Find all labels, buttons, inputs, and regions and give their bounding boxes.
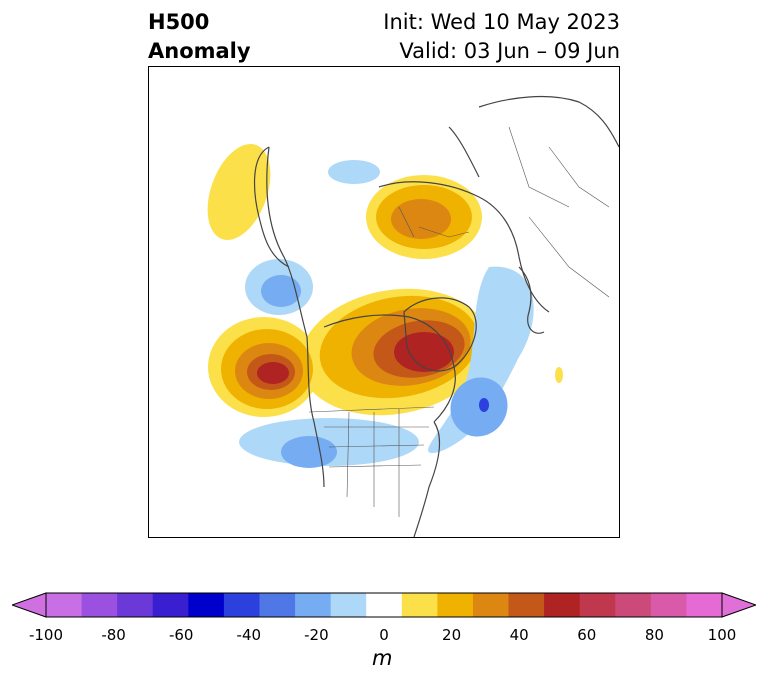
colorbar-tick-label: 40: [509, 626, 529, 644]
colorbar-segment: [188, 593, 225, 617]
colorbar-tick-label: 20: [442, 626, 462, 644]
colorbar-tick-label: 100: [707, 626, 737, 644]
colorbar-segment: [615, 593, 652, 617]
negative-anomaly-atlantic: [428, 266, 534, 453]
title-field: Anomaly: [148, 39, 251, 63]
title-variable: H500: [148, 10, 210, 34]
colorbar-ticks: -100 -80 -60 -40 -20 0 20 40 60 80 100: [0, 626, 768, 646]
colorbar-segment: [544, 593, 581, 617]
colorbar-tick-label: -60: [168, 626, 194, 644]
colorbar-segment: [401, 593, 438, 617]
colorbar-segment: [650, 593, 687, 617]
colorbar-segment: [330, 593, 367, 617]
init-date: Init: Wed 10 May 2023: [383, 10, 620, 34]
colorbar-tick-label: -100: [28, 626, 64, 644]
colorbar-segment: [46, 593, 83, 617]
map-title: H500 Anomaly: [148, 8, 251, 66]
colorbar-segment: [117, 593, 154, 617]
colorbar-under-arrow: [12, 592, 47, 618]
political-borders: [308, 126, 610, 517]
colorbar-tick-label: -40: [236, 626, 262, 644]
colorbar-segment: [437, 593, 474, 617]
colorbar-tick-label: -80: [101, 626, 126, 644]
colorbar-segment: [152, 593, 189, 617]
colorbar-tick-label: 80: [644, 626, 664, 644]
colorbar-segment: [686, 593, 723, 617]
colorbar-segment: [81, 593, 118, 617]
map-dates: Init: Wed 10 May 2023 Valid: 03 Jun – 09…: [383, 8, 620, 66]
positive-anomaly-alaska: [207, 144, 271, 240]
colorbar-over-arrow: [721, 592, 756, 618]
colorbar: [12, 592, 756, 618]
colorbar-segment: [579, 593, 616, 617]
colorbar-units: m: [372, 646, 393, 670]
anomaly-contours: [207, 144, 563, 468]
colorbar-segment: [472, 593, 510, 617]
anomaly-map: [148, 66, 620, 538]
valid-range: Valid: 03 Jun – 09 Jun: [399, 39, 620, 63]
colorbar-tick-label: 0: [379, 626, 389, 644]
colorbar-tick-label: 60: [577, 626, 597, 644]
colorbar-outline: [45, 592, 723, 618]
coastlines: [254, 95, 619, 537]
colorbar-segment: [259, 593, 296, 617]
colorbar-segment: [295, 593, 332, 617]
colorbar-segment: [223, 593, 260, 617]
map-canvas: [149, 67, 619, 537]
colorbar-segment: [508, 593, 545, 617]
colorbar-tick-label: -20: [304, 626, 329, 644]
colorbar-segment: [366, 593, 403, 617]
